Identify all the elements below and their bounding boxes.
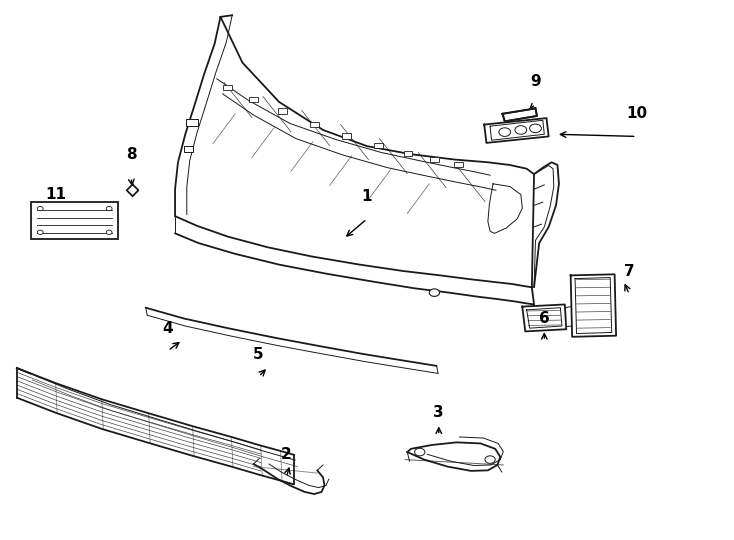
Text: 7: 7	[624, 264, 635, 279]
Circle shape	[106, 230, 112, 234]
Text: 2: 2	[281, 447, 292, 462]
Text: 4: 4	[162, 321, 173, 336]
Bar	[32, 202, 118, 239]
Text: 9: 9	[530, 74, 541, 89]
Text: 8: 8	[126, 147, 137, 163]
Polygon shape	[503, 109, 537, 122]
Text: 5: 5	[253, 347, 264, 362]
Circle shape	[515, 126, 527, 134]
Circle shape	[429, 289, 440, 296]
Circle shape	[485, 456, 495, 463]
Bar	[404, 151, 413, 157]
Circle shape	[530, 124, 542, 133]
Bar	[374, 143, 383, 148]
Text: 1: 1	[362, 189, 372, 204]
Text: 10: 10	[626, 106, 647, 122]
Circle shape	[415, 448, 425, 456]
Circle shape	[106, 206, 112, 211]
Bar	[454, 162, 463, 167]
Bar	[342, 133, 351, 139]
Bar	[186, 119, 197, 126]
Text: 3: 3	[434, 406, 444, 420]
Bar	[430, 157, 439, 163]
Circle shape	[37, 230, 43, 234]
Circle shape	[37, 206, 43, 211]
Bar	[310, 122, 319, 127]
Bar	[249, 97, 258, 102]
Text: 6: 6	[539, 311, 550, 326]
Polygon shape	[484, 118, 549, 143]
Text: 11: 11	[45, 187, 66, 202]
Bar	[184, 146, 193, 152]
Bar	[223, 85, 232, 90]
Bar	[278, 109, 287, 114]
Circle shape	[499, 128, 511, 137]
